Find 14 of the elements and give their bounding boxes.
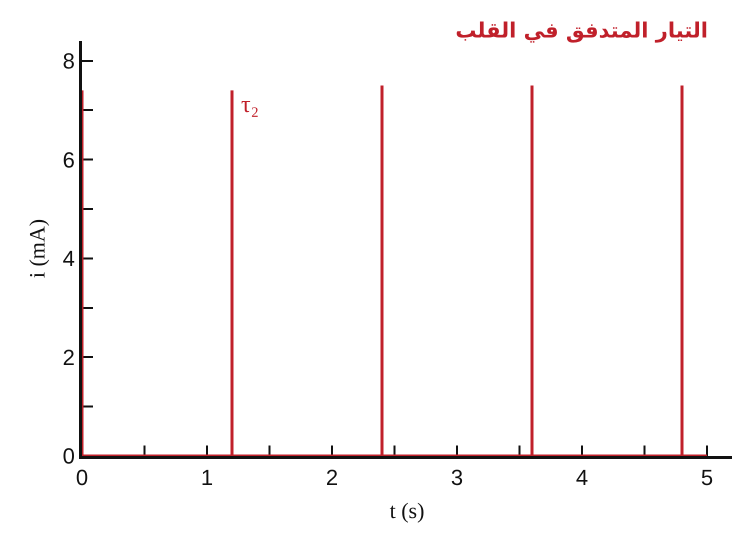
y-axis-title: i (mA) [24, 218, 50, 278]
x-tick-label: 5 [700, 465, 714, 490]
x-tick-label: 2 [326, 465, 338, 490]
y-tick-label: 6 [62, 147, 75, 172]
y-tick-label: 2 [62, 344, 75, 370]
y-tick-label: 8 [62, 48, 75, 74]
y-tick-label: 4 [62, 246, 75, 272]
x-tick-label: 3 [450, 465, 464, 490]
x-tick-label: 4 [576, 465, 588, 490]
y-tick-label: 0 [62, 444, 75, 469]
x-axis-title: t (s) [390, 498, 424, 524]
x-tick-label: 1 [200, 465, 214, 490]
chart-title: التيار المتدفق في القلب [455, 18, 708, 44]
annotation: τ₂ [241, 92, 260, 118]
